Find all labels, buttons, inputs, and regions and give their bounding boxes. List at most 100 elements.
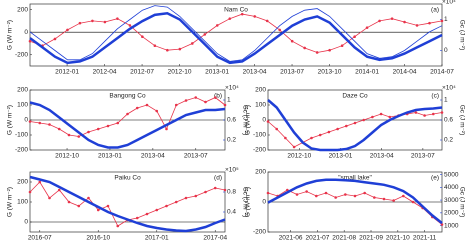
x-tick-label: 2016-10 bbox=[86, 235, 110, 242]
data-point bbox=[28, 190, 32, 194]
y-axis-label: G (W m⁻²) bbox=[245, 187, 252, 217]
data-point bbox=[153, 44, 157, 48]
y2-axis-label: Gc (J m⁻²) bbox=[458, 105, 465, 136]
y2-tick-label: 0.6 bbox=[227, 117, 236, 124]
data-point bbox=[378, 19, 381, 23]
data-point bbox=[166, 48, 169, 52]
y2-exponent: ×10⁴ bbox=[225, 85, 239, 92]
data-point bbox=[388, 115, 392, 119]
data-point bbox=[103, 20, 107, 24]
data-point bbox=[96, 208, 100, 212]
data-point bbox=[428, 21, 431, 25]
series-line bbox=[267, 178, 443, 225]
data-point bbox=[165, 127, 168, 131]
data-point bbox=[135, 216, 139, 220]
data-point bbox=[28, 39, 32, 43]
data-point bbox=[28, 120, 32, 123]
y2-tick-label: 3000 bbox=[444, 197, 459, 204]
y2-tick-label: 0.4 bbox=[227, 209, 236, 216]
x-tick-label: 2014-04 bbox=[393, 69, 417, 76]
y-tick-label: 200 bbox=[17, 87, 28, 94]
data-point bbox=[116, 121, 120, 125]
data-point bbox=[414, 111, 418, 114]
panel-title: Daze Co bbox=[342, 93, 368, 100]
x-tick-label: 2014-01 bbox=[355, 69, 379, 76]
data-point bbox=[353, 121, 357, 125]
y-tick-label: -200 bbox=[15, 147, 28, 154]
data-point bbox=[290, 39, 294, 43]
y-tick-label: -200 bbox=[253, 229, 266, 236]
data-point bbox=[334, 196, 337, 199]
y2-tick-label: 0.2 bbox=[444, 137, 453, 144]
data-point bbox=[363, 191, 366, 195]
x-tick-label: 2013-04 bbox=[141, 153, 165, 160]
data-point bbox=[340, 44, 344, 48]
data-point bbox=[178, 47, 182, 51]
y2-tick-label: 1 bbox=[444, 97, 448, 104]
x-tick-label: 2013-01 bbox=[329, 153, 353, 160]
data-point bbox=[432, 112, 435, 116]
panel-label: (d) bbox=[214, 175, 222, 182]
data-point bbox=[292, 145, 296, 149]
y-tick-label: 200 bbox=[17, 179, 28, 186]
y-axis-label: G (W m⁻²) bbox=[7, 105, 14, 135]
data-point bbox=[135, 106, 139, 110]
data-point bbox=[194, 194, 198, 198]
data-point bbox=[305, 190, 308, 193]
y-tick-label: 100 bbox=[255, 102, 266, 109]
data-point bbox=[174, 103, 178, 107]
data-point bbox=[379, 112, 383, 116]
panel-title: Paiku Co bbox=[114, 175, 141, 182]
panel-label: (b) bbox=[214, 93, 222, 100]
x-tick-label: 2013-04 bbox=[370, 153, 394, 160]
data-point bbox=[324, 191, 328, 195]
x-tick-label: 2021-10 bbox=[386, 235, 410, 242]
data-point bbox=[77, 135, 81, 138]
data-point bbox=[87, 130, 90, 134]
y-tick-label: 0 bbox=[24, 29, 28, 36]
y2-tick-label: 1 bbox=[444, 16, 448, 23]
data-point bbox=[38, 121, 42, 125]
data-point bbox=[184, 99, 188, 102]
data-point bbox=[67, 200, 71, 204]
y-tick-label: 200 bbox=[255, 169, 266, 176]
y-tick-label: 100 bbox=[17, 102, 28, 109]
y2-exponent: ×10⁴ bbox=[442, 85, 456, 92]
data-point bbox=[213, 186, 217, 190]
data-point bbox=[240, 12, 244, 16]
x-tick-label: 2012-10 bbox=[168, 69, 192, 76]
y-tick-label: -200 bbox=[15, 51, 28, 58]
data-point bbox=[204, 190, 207, 194]
panel: 2012-10 2013-01 2013-04 2013-07 -200 -100 0 100… bbox=[245, 85, 466, 160]
data-point bbox=[365, 26, 369, 29]
x-tick-label: 2021-09 bbox=[359, 235, 383, 242]
data-point bbox=[303, 46, 306, 50]
data-point bbox=[48, 123, 51, 126]
series-line bbox=[29, 101, 226, 149]
data-point bbox=[278, 28, 281, 32]
data-point bbox=[223, 188, 227, 192]
y2-tick-label: 5000 bbox=[444, 171, 459, 178]
x-tick-label: 2012-10 bbox=[55, 153, 79, 160]
y2-tick-label: 1 bbox=[227, 97, 231, 104]
data-point bbox=[48, 196, 51, 200]
y2-axis-label: Gc (J m⁻²) bbox=[458, 20, 465, 51]
data-point bbox=[106, 204, 110, 208]
data-point bbox=[106, 124, 110, 128]
panel-label: (c) bbox=[431, 93, 439, 100]
data-point bbox=[440, 111, 444, 114]
y-tick-label: 0 bbox=[262, 117, 266, 124]
data-point bbox=[126, 112, 129, 116]
y2-axis-label: Gc (J m⁻²) bbox=[241, 105, 248, 136]
data-point bbox=[128, 24, 132, 27]
series-line bbox=[267, 99, 443, 152]
data-point bbox=[371, 115, 374, 119]
x-tick-label: 2014-07 bbox=[430, 69, 454, 76]
x-tick-label: 2017-01 bbox=[145, 235, 169, 242]
panel: 2016-07 2016-10 2017-01 2017-04 0 100 200 0.4 0.… bbox=[7, 167, 249, 242]
data-point bbox=[265, 19, 269, 23]
data-point bbox=[145, 212, 149, 216]
y2-tick-label: 0.2 bbox=[227, 137, 236, 144]
data-point bbox=[392, 199, 395, 202]
data-point bbox=[315, 194, 318, 198]
